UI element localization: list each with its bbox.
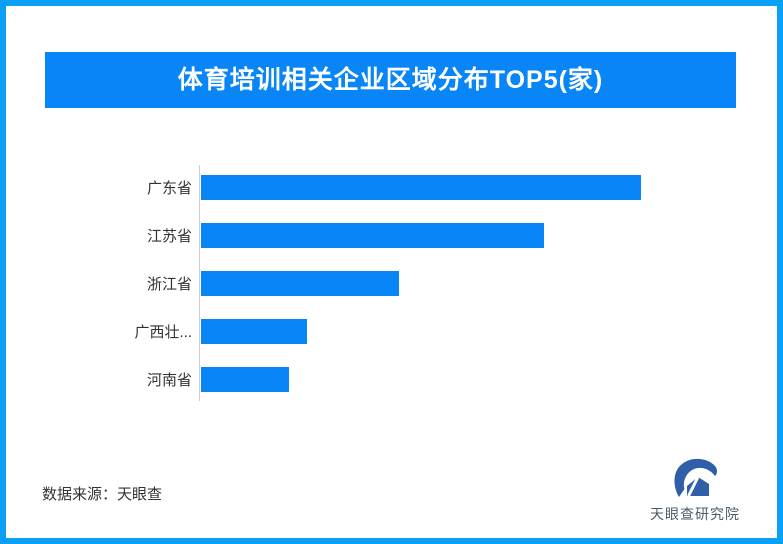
chart-rows: 广东省江苏省浙江省广西壮... 河南省 [59, 175, 641, 392]
brand-block: 天眼查研究院 [635, 456, 755, 524]
bar [201, 223, 544, 248]
data-source-label: 数据来源：天眼查 [42, 486, 163, 503]
bar [201, 175, 641, 200]
chart-row: 浙江省 [59, 271, 641, 296]
chart-row: 广东省 [59, 175, 641, 200]
bar [201, 367, 289, 392]
category-label: 河南省 [146, 372, 192, 389]
chart-row: 河南省 [59, 367, 641, 392]
bar [201, 319, 307, 344]
category-label: 广西壮... [134, 324, 192, 341]
bar-chart: 广东省江苏省浙江省广西壮... 河南省 [59, 165, 724, 407]
category-label: 浙江省 [146, 276, 192, 293]
y-axis-line [199, 165, 200, 401]
tianyancha-logo-icon [674, 458, 718, 497]
brand-name-label: 天眼查研究院 [650, 506, 740, 522]
bar [201, 271, 399, 296]
category-label: 江苏省 [146, 228, 192, 245]
category-label: 广东省 [146, 180, 192, 197]
page-title: 体育培训相关企业区域分布TOP5(家) [45, 52, 736, 108]
chart-row: 广西壮... [59, 319, 641, 344]
chart-row: 江苏省 [59, 223, 641, 248]
